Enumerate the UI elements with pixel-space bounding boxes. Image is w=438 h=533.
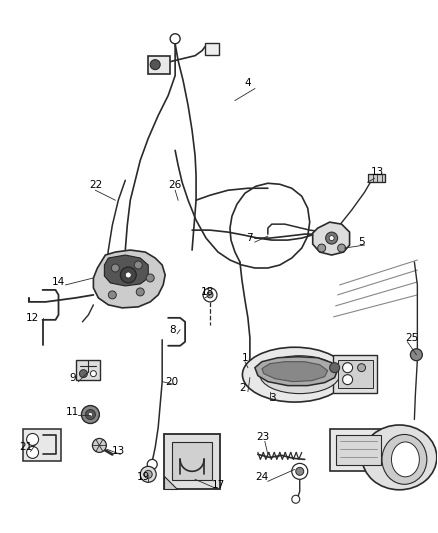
Polygon shape [104,255,148,286]
Circle shape [85,409,95,419]
Bar [330,430,388,471]
Circle shape [79,370,88,378]
Circle shape [27,447,39,458]
Circle shape [330,362,339,373]
Ellipse shape [382,434,427,484]
Text: 1: 1 [242,353,248,363]
Circle shape [292,463,308,479]
Text: 2: 2 [240,383,246,393]
Polygon shape [313,222,350,255]
Polygon shape [93,250,165,308]
Text: 4: 4 [244,78,251,87]
Text: 20: 20 [166,377,179,386]
Circle shape [136,288,144,296]
Circle shape [318,244,326,252]
Bar [338,360,372,387]
Text: 8: 8 [169,325,176,335]
Circle shape [292,495,300,503]
Bar [164,434,220,489]
Bar [332,355,378,393]
Circle shape [120,267,136,283]
Circle shape [27,433,39,446]
Circle shape [207,292,213,298]
Circle shape [296,467,304,475]
Circle shape [88,413,92,416]
Text: 3: 3 [269,393,276,402]
Text: 21: 21 [19,442,32,453]
Text: 22: 22 [89,180,102,190]
Circle shape [203,288,217,302]
Circle shape [134,261,142,269]
Circle shape [170,34,180,44]
Circle shape [81,406,99,424]
Text: 11: 11 [66,407,79,416]
Circle shape [90,370,96,377]
Text: 9: 9 [69,373,76,383]
Text: 17: 17 [212,480,225,490]
Bar [23,430,60,462]
Polygon shape [262,362,328,382]
Text: 7: 7 [247,233,253,243]
Bar [77,360,100,379]
Circle shape [326,232,338,244]
Text: 13: 13 [371,167,384,177]
Text: 23: 23 [256,432,269,442]
Ellipse shape [392,442,419,477]
Bar [205,43,219,55]
Text: 25: 25 [405,333,418,343]
Text: 19: 19 [137,472,150,482]
Bar [172,442,212,480]
Polygon shape [255,357,338,385]
Circle shape [147,459,157,470]
Text: 18: 18 [201,287,214,297]
Bar [148,55,170,74]
Circle shape [357,364,366,372]
Circle shape [329,236,334,240]
Circle shape [140,466,156,482]
Text: 5: 5 [358,237,365,247]
Bar [336,435,381,465]
Circle shape [343,375,353,385]
Circle shape [343,362,353,373]
Bar [367,174,385,182]
Circle shape [125,272,131,278]
Circle shape [338,244,346,252]
Polygon shape [164,477,177,489]
Ellipse shape [260,356,339,393]
Circle shape [410,349,422,361]
Text: 26: 26 [169,180,182,190]
Circle shape [146,274,154,282]
Text: 13: 13 [112,447,125,456]
Circle shape [150,60,160,70]
Circle shape [92,439,106,453]
Ellipse shape [242,347,347,402]
Ellipse shape [362,425,437,490]
Text: 14: 14 [52,277,65,287]
Circle shape [108,291,117,299]
Text: 12: 12 [26,313,39,323]
Text: 24: 24 [255,472,268,482]
Circle shape [111,264,119,272]
Circle shape [144,470,152,478]
